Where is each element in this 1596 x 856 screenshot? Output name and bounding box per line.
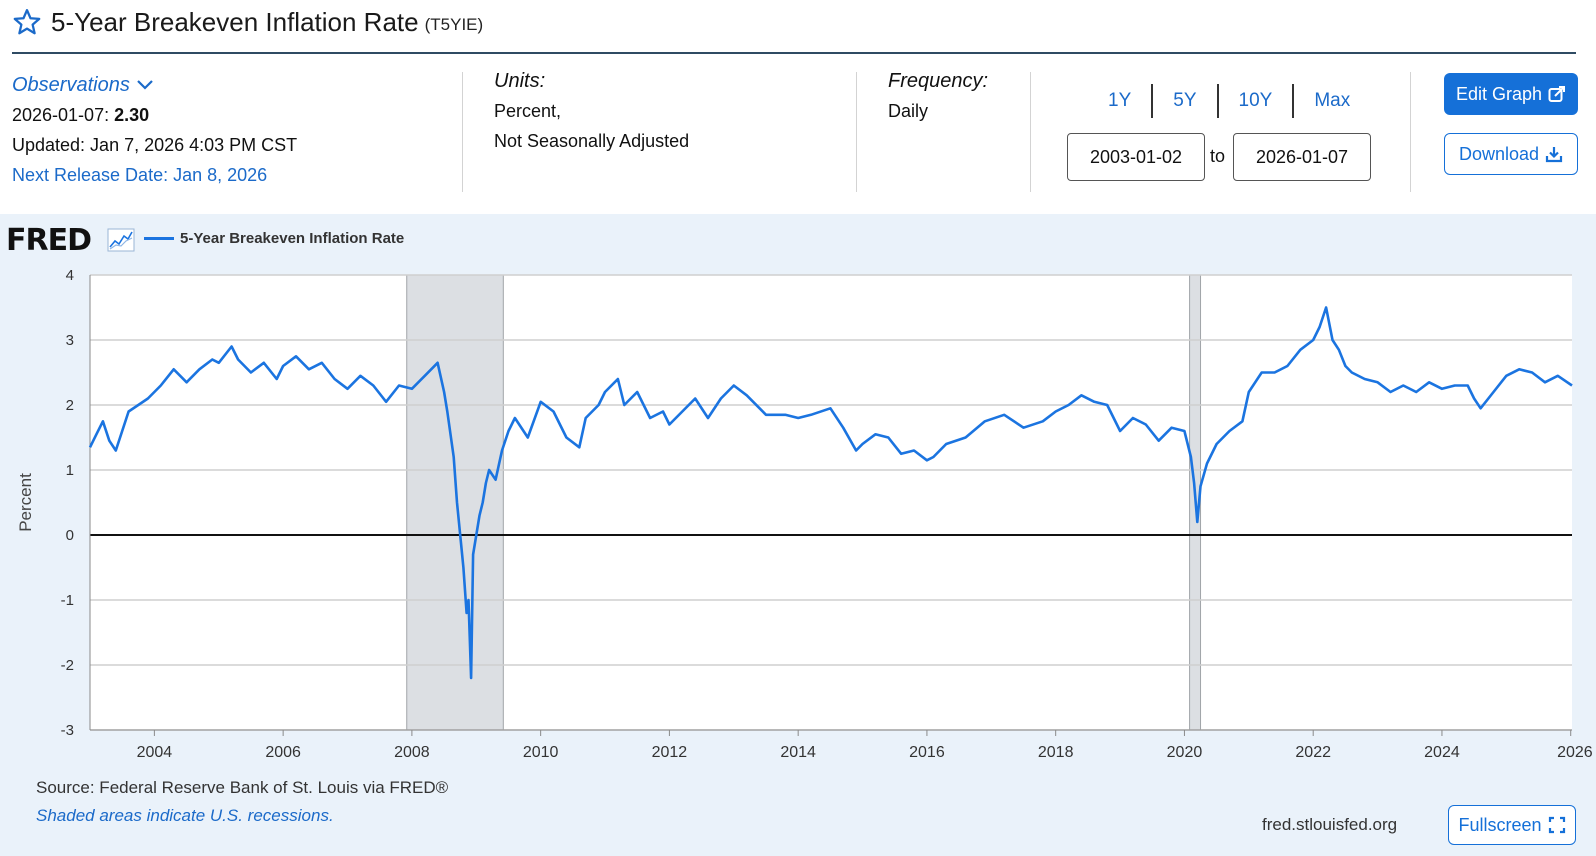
units-line2: Not Seasonally Adjusted bbox=[494, 131, 690, 151]
next-release-link[interactable]: Next Release Date: Jan 8, 2026 bbox=[12, 165, 268, 185]
recession-note: Shaded areas indicate U.S. recessions. bbox=[36, 806, 334, 825]
x-tick-label: 2012 bbox=[652, 744, 688, 761]
x-tick-label: 2008 bbox=[394, 744, 430, 761]
y-tick-label: 1 bbox=[66, 462, 74, 479]
frequency-value: Daily bbox=[888, 101, 929, 121]
download-label: Download bbox=[1458, 143, 1540, 164]
site-text: fred.stlouisfed.org bbox=[1262, 815, 1398, 834]
units-line1: Percent, bbox=[494, 101, 562, 121]
to-label: to bbox=[1210, 146, 1226, 166]
x-tick-label: 2016 bbox=[909, 744, 945, 761]
x-tick-label: 2014 bbox=[780, 744, 816, 761]
legend-label: 5-Year Breakeven Inflation Rate bbox=[180, 230, 405, 247]
download-button[interactable]: Download bbox=[1444, 133, 1578, 175]
y-tick-label: -2 bbox=[61, 657, 74, 674]
frequency-panel: Frequency: Daily bbox=[888, 66, 988, 126]
y-tick-label: 4 bbox=[66, 267, 74, 284]
chart-legend: 5-Year Breakeven Inflation Rate bbox=[144, 230, 404, 247]
chart-icon[interactable] bbox=[107, 228, 135, 252]
divider bbox=[1030, 72, 1031, 192]
fullscreen-button[interactable]: Fullscreen bbox=[1448, 805, 1576, 845]
series-line bbox=[88, 306, 1573, 680]
recession-band bbox=[406, 274, 504, 731]
source-text: Source: Federal Reserve Bank of St. Loui… bbox=[36, 778, 449, 797]
external-edit-icon bbox=[1548, 86, 1566, 102]
legend-swatch bbox=[144, 237, 174, 240]
range-separator bbox=[1216, 84, 1219, 118]
edit-graph-button[interactable]: Edit Graph bbox=[1444, 73, 1578, 115]
x-tick-label: 2024 bbox=[1424, 744, 1460, 761]
y-tick-label: 2 bbox=[66, 397, 74, 414]
y-tick-label: -1 bbox=[61, 592, 74, 609]
divider bbox=[856, 72, 857, 192]
frequency-label: Frequency: bbox=[888, 70, 989, 92]
observations-toggle[interactable]: Observations bbox=[12, 70, 154, 100]
range-5y-link[interactable]: 5Y bbox=[1173, 90, 1197, 111]
range-separator bbox=[1292, 84, 1295, 118]
start-date-input[interactable]: 2003-01-02 bbox=[1067, 133, 1205, 181]
observations-toggle-label: Observations bbox=[12, 74, 130, 96]
latest-date: 2026-01-07: bbox=[12, 105, 110, 125]
x-tick-label: 2018 bbox=[1038, 744, 1074, 761]
updated-text: Updated: Jan 7, 2026 4:03 PM CST bbox=[12, 135, 298, 155]
chart-area: 4 3 2 1 0 -1 -2 -3 2004 2006 2008 2010 2012 2014 2016 2… bbox=[16, 267, 1593, 761]
range-10y-link[interactable]: 10Y bbox=[1238, 90, 1273, 111]
divider bbox=[1410, 72, 1411, 192]
y-tick-label: 3 bbox=[66, 332, 74, 349]
units-panel: Units: Percent, Not Seasonally Adjusted bbox=[494, 66, 689, 156]
x-tick-label: 2026 bbox=[1557, 744, 1593, 761]
range-separator bbox=[1151, 84, 1154, 118]
series-id: (T5YIE) bbox=[424, 14, 484, 34]
y-tick-label: -3 bbox=[61, 722, 74, 739]
range-1y-link[interactable]: 1Y bbox=[1108, 90, 1132, 111]
latest-observation: 2026-01-07: 2.30 bbox=[12, 100, 297, 130]
title-divider bbox=[12, 52, 1576, 54]
fullscreen-icon bbox=[1548, 816, 1565, 834]
units-label: Units: bbox=[494, 70, 546, 92]
fred-logo: FRED bbox=[6, 223, 92, 258]
title-row: 5-Year Breakeven Inflation Rate (T5YIE) bbox=[12, 4, 483, 40]
star-icon[interactable] bbox=[12, 7, 42, 37]
end-date-input[interactable]: 2026-01-07 bbox=[1233, 133, 1371, 181]
y-tick-label: 0 bbox=[66, 527, 74, 544]
x-tick-label: 2006 bbox=[265, 744, 301, 761]
edit-graph-label: Edit Graph bbox=[1455, 83, 1543, 104]
observations-panel: Observations 2026-01-07: 2.30 Updated: J… bbox=[12, 70, 297, 190]
x-tick-label: 2010 bbox=[523, 744, 559, 761]
fullscreen-label: Fullscreen bbox=[1458, 814, 1542, 835]
download-icon bbox=[1545, 147, 1563, 163]
divider bbox=[462, 72, 463, 192]
plot-background bbox=[90, 275, 1572, 730]
x-tick-label: 2004 bbox=[137, 744, 173, 761]
chevron-down-icon bbox=[137, 80, 153, 90]
range-max-link[interactable]: Max bbox=[1314, 90, 1351, 111]
x-tick-label: 2020 bbox=[1167, 744, 1203, 761]
x-tick-label: 2022 bbox=[1295, 744, 1331, 761]
y-axis-label: Percent bbox=[16, 473, 35, 532]
range-links: 1Y 5Y 10Y Max bbox=[1088, 84, 1370, 118]
latest-value: 2.30 bbox=[114, 105, 150, 125]
page-title: 5-Year Breakeven Inflation Rate bbox=[51, 6, 419, 37]
